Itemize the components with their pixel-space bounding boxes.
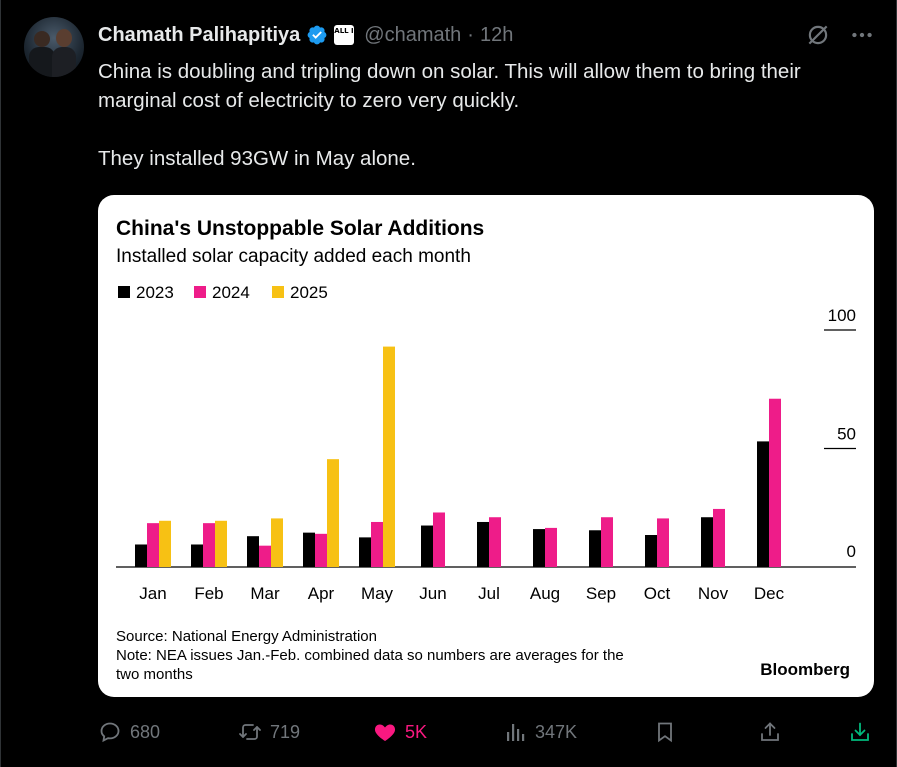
bar bbox=[203, 523, 215, 567]
x-tick-label: Aug bbox=[530, 584, 560, 603]
bar bbox=[135, 544, 147, 567]
tweet-text-line: China is doubling and tripling down on s… bbox=[98, 60, 801, 112]
bar bbox=[477, 521, 489, 567]
bar-chart: China's Unstoppable Solar Additions Inst… bbox=[116, 217, 856, 683]
bar bbox=[383, 346, 395, 567]
download-icon bbox=[851, 722, 869, 741]
tweet-top-actions bbox=[805, 22, 875, 48]
bar bbox=[601, 517, 613, 567]
chart-title: China's Unstoppable Solar Additions bbox=[116, 217, 484, 240]
bar bbox=[421, 525, 433, 567]
chart-bars bbox=[135, 346, 781, 567]
bar bbox=[589, 530, 601, 567]
more-icon[interactable] bbox=[849, 22, 875, 48]
download-button[interactable] bbox=[848, 716, 872, 748]
x-tick-label: Jun bbox=[419, 584, 446, 603]
x-tick-label: May bbox=[361, 584, 394, 603]
heart-icon bbox=[374, 724, 396, 741]
bar bbox=[757, 441, 769, 567]
like-count: 5K bbox=[405, 721, 428, 742]
affiliate-badge[interactable]: ALL IN bbox=[334, 25, 360, 45]
bar bbox=[489, 517, 501, 567]
x-tick-label: Dec bbox=[754, 584, 785, 603]
author-name[interactable]: Chamath Palihapitiya bbox=[98, 23, 301, 46]
chart-note: two months bbox=[116, 666, 193, 683]
legend-label: 2024 bbox=[212, 283, 250, 302]
retweet-button[interactable]: 719 bbox=[238, 716, 300, 748]
avatar[interactable] bbox=[24, 17, 84, 77]
bookmark-icon bbox=[658, 722, 672, 743]
reply-icon bbox=[100, 722, 120, 743]
bar bbox=[147, 523, 159, 567]
bar bbox=[769, 398, 781, 567]
bar bbox=[191, 544, 203, 567]
bar bbox=[303, 532, 315, 567]
x-tick-label: Jul bbox=[478, 584, 500, 603]
separator-dot: · bbox=[467, 23, 474, 46]
x-tick-label: Oct bbox=[644, 584, 671, 603]
retweet-count: 719 bbox=[270, 721, 301, 742]
bar bbox=[371, 521, 383, 567]
legend-label: 2025 bbox=[290, 283, 328, 302]
x-tick-label: Jan bbox=[139, 584, 166, 603]
y-tick-label: 0 bbox=[847, 542, 856, 561]
chart-note: Note: NEA issues Jan.-Feb. combined data… bbox=[116, 647, 624, 664]
share-button[interactable] bbox=[758, 716, 782, 748]
verified-badge-icon bbox=[307, 25, 327, 45]
x-tick-label: Feb bbox=[194, 584, 223, 603]
bar bbox=[545, 527, 557, 567]
bar bbox=[713, 508, 725, 567]
like-button[interactable]: 5K bbox=[373, 716, 427, 748]
views-count: 347K bbox=[535, 721, 578, 742]
legend-swatch bbox=[194, 286, 206, 298]
tweet-text: China is doubling and tripling down on s… bbox=[98, 57, 868, 173]
grok-icon[interactable] bbox=[805, 22, 831, 48]
bar bbox=[271, 518, 283, 567]
y-tick-label: 100 bbox=[828, 306, 856, 325]
chart-legend: 2023 2024 2025 bbox=[118, 283, 328, 302]
bar bbox=[433, 512, 445, 567]
legend-swatch bbox=[272, 286, 284, 298]
y-tick-label: 50 bbox=[837, 425, 856, 444]
bar bbox=[215, 520, 227, 567]
tweet-header: Chamath Palihapitiya ALL IN @chamath · 1… bbox=[98, 22, 513, 48]
tweet-media-image[interactable]: China's Unstoppable Solar Additions Inst… bbox=[98, 195, 874, 697]
bar bbox=[315, 533, 327, 567]
x-tick-label: Apr bbox=[308, 584, 335, 603]
views-icon bbox=[507, 724, 525, 741]
x-tick-label: Sep bbox=[586, 584, 616, 603]
reply-button[interactable]: 680 bbox=[98, 716, 160, 748]
bookmark-button[interactable] bbox=[653, 716, 677, 748]
chart-x-labels: Jan Feb Mar Apr May Jun Jul Aug Sep Oct Nov Dec bbox=[139, 584, 784, 603]
bar bbox=[645, 535, 657, 567]
tweet-time[interactable]: 12h bbox=[479, 23, 514, 46]
bar bbox=[359, 537, 371, 567]
bar bbox=[657, 518, 669, 567]
tweet-text-line: They installed 93GW in May alone. bbox=[98, 147, 416, 170]
views-button[interactable]: 347K bbox=[503, 716, 577, 748]
bar bbox=[159, 520, 171, 567]
x-tick-label: Mar bbox=[250, 584, 280, 603]
bar bbox=[247, 536, 259, 567]
bar bbox=[259, 545, 271, 567]
bar bbox=[701, 517, 713, 567]
legend-label: 2023 bbox=[136, 283, 174, 302]
bar bbox=[327, 459, 339, 567]
author-handle[interactable]: @chamath bbox=[364, 23, 462, 46]
chart-source: Source: National Energy Administration bbox=[116, 628, 377, 645]
chart-subtitle: Installed solar capacity added each mont… bbox=[116, 246, 471, 267]
chart-brand-logo: Bloomberg bbox=[760, 660, 850, 679]
legend-swatch bbox=[118, 286, 130, 298]
retweet-icon bbox=[239, 724, 261, 740]
tweet-action-bar: 680 719 5K 347K bbox=[98, 716, 878, 748]
bar bbox=[533, 529, 545, 567]
reply-count: 680 bbox=[130, 721, 161, 742]
x-tick-label: Nov bbox=[698, 584, 729, 603]
share-icon bbox=[761, 722, 779, 741]
